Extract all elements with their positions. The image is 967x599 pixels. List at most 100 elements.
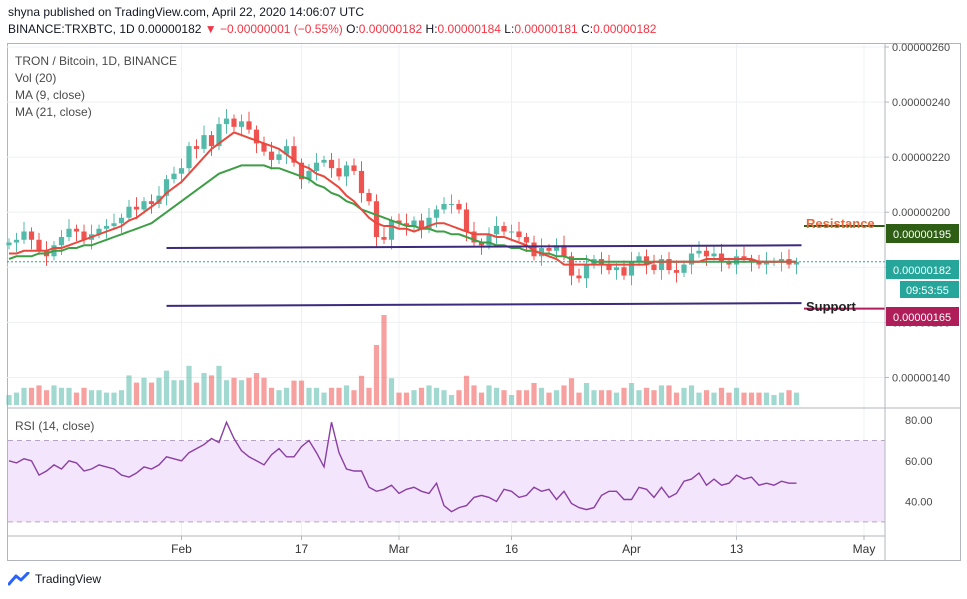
rsi-panel: 80.00 60.00 40.00 <box>8 415 933 523</box>
candle-body <box>366 192 372 202</box>
candle-body <box>696 250 702 254</box>
tradingview-logo-icon <box>8 572 30 586</box>
current-price-tag <box>886 260 959 279</box>
candle-body <box>381 237 387 240</box>
channel-lower-line <box>166 302 802 307</box>
candle-body <box>291 146 297 163</box>
volume-bar <box>673 392 680 405</box>
rsi-band <box>8 440 885 522</box>
x-tick-label: May <box>853 542 876 556</box>
volume-bar <box>283 387 290 405</box>
candle-body <box>28 231 35 240</box>
volume-bar <box>171 380 177 405</box>
candle-body <box>486 234 492 246</box>
symbol: BINANCE:TRXBTC, 1D <box>8 22 135 36</box>
candle-body <box>658 259 665 271</box>
x-tick-label: Mar <box>389 542 410 556</box>
volume-bar <box>328 387 335 405</box>
candle-body <box>246 121 252 130</box>
candle-body <box>741 256 747 260</box>
volume-bar <box>471 385 477 405</box>
volume-bar <box>43 390 50 405</box>
volume-bar <box>126 375 132 405</box>
candle-body <box>73 228 80 232</box>
volume-bar <box>238 380 245 405</box>
volume-bar <box>156 377 162 405</box>
volume-bar <box>441 390 447 405</box>
volume-bar <box>178 380 185 405</box>
volume-bar <box>493 387 500 405</box>
support-price-tag <box>886 307 959 326</box>
volume-bar <box>718 387 725 405</box>
volume-bar <box>246 377 252 405</box>
brand-name: TradingView <box>35 572 102 586</box>
resistance-price-text: 0.00000195 <box>893 229 951 241</box>
candle-body <box>321 159 327 163</box>
candle-body <box>643 256 650 265</box>
down-arrow-icon: ▼ <box>204 22 217 36</box>
candle-body <box>426 217 432 229</box>
candle-body <box>718 253 725 262</box>
volume-bar <box>786 390 792 405</box>
candle-body <box>793 261 800 265</box>
volume-bar <box>741 392 747 405</box>
candle-body <box>763 261 770 265</box>
volume-bar <box>88 390 95 405</box>
candle-body <box>628 261 635 276</box>
candle-body <box>261 143 267 152</box>
volume-bar <box>591 390 597 405</box>
volume-bar <box>298 380 305 405</box>
candle-body <box>606 264 612 271</box>
candle-body <box>568 256 575 276</box>
volume-bar <box>396 392 402 405</box>
low-value: 0.00000181 <box>514 22 578 36</box>
candle-body <box>523 237 530 243</box>
candle-body <box>621 267 627 276</box>
countdown-text: 09:53:55 <box>906 285 949 297</box>
candle-body <box>306 170 312 180</box>
close-label: C: <box>581 22 594 36</box>
volume-bar <box>381 315 387 405</box>
countdown-tag <box>900 281 959 298</box>
candle-body <box>748 259 755 262</box>
candle-body <box>118 217 125 224</box>
volume-bar <box>508 395 515 405</box>
candle-body <box>163 179 170 196</box>
volume-bar <box>103 392 110 405</box>
volume-bar <box>726 392 732 405</box>
open-value: 0.00000182 <box>358 22 423 36</box>
volume-bar <box>778 392 785 405</box>
volume-bar <box>358 375 365 405</box>
x-tick-label: 17 <box>295 542 309 556</box>
candle-body <box>688 253 695 265</box>
volume-bar <box>111 392 117 405</box>
candle-body <box>103 226 110 229</box>
volume-bar <box>373 345 380 405</box>
price-change: −0.00000001 (−0.55%) <box>220 22 343 36</box>
volume-bar <box>276 390 282 405</box>
candle-body <box>418 220 425 229</box>
volume-bar <box>583 383 590 405</box>
volume-bar <box>621 387 627 405</box>
volume-bar <box>576 392 582 405</box>
candle-body <box>66 228 72 238</box>
footer-brand[interactable]: TradingView <box>8 572 101 586</box>
volume-bar <box>96 390 102 405</box>
volume-bar <box>688 385 695 405</box>
y-tick-label: 0.00000260 <box>892 42 950 54</box>
candle-body <box>216 124 222 147</box>
candle-body <box>553 245 560 251</box>
volume-bar <box>28 387 35 405</box>
candle-body <box>21 231 27 240</box>
volume-bar <box>186 365 192 405</box>
volume-bar <box>546 392 552 405</box>
volume-bar <box>651 390 657 405</box>
volume-bar <box>666 385 672 405</box>
candle-body <box>171 173 177 180</box>
candle-body <box>666 259 672 271</box>
open-label: O: <box>346 22 359 36</box>
legend-ma9: MA (9, close) <box>15 88 85 102</box>
candle-body <box>388 220 395 240</box>
high-value: 0.00000184 <box>437 22 501 36</box>
